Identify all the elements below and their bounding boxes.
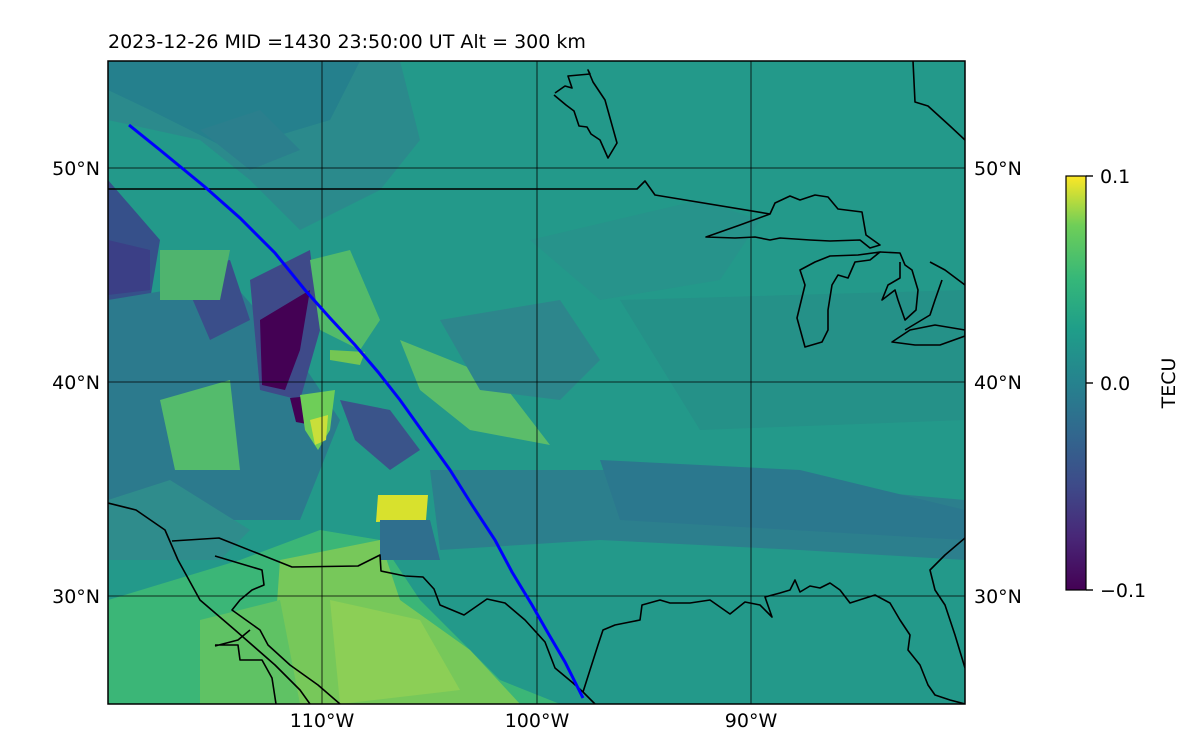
map-gridlines [108, 61, 965, 704]
lake-huron [879, 251, 919, 321]
lat-label-50-right: 50°N [974, 158, 1022, 180]
colorbar-gradient [1065, 175, 1087, 591]
colorbar-tick-min: −0.1 [1100, 580, 1146, 602]
lon-label-90w: 90°W [725, 710, 778, 732]
labrador-coast [912, 61, 965, 141]
lat-label-30-left: 30°N [52, 586, 100, 608]
coastlines-and-borders [108, 61, 965, 704]
us-mexico-border [171, 537, 584, 693]
colorbar-tick-max: 0.1 [1100, 166, 1130, 188]
map-title: 2023-12-26 MID =1430 23:50:00 UT Alt = 3… [108, 31, 586, 53]
yucatan-coast [582, 691, 596, 704]
lake-erie-ontario [891, 261, 965, 346]
colorbar: 0.1 0.0 −0.1 TECU [1065, 166, 1180, 602]
lake-michigan [796, 251, 881, 348]
lat-labels-right: 50°N 40°N 30°N [974, 158, 1022, 608]
florida-atlantic-coast [929, 537, 965, 669]
lon-label-110w: 110°W [290, 710, 355, 732]
hudson-bay-coast [553, 69, 618, 159]
gulf-coast [582, 579, 965, 704]
baja-california-coast [108, 502, 311, 704]
lat-label-40-left: 40°N [52, 372, 100, 394]
colorbar-tick-zero: 0.0 [1100, 373, 1130, 395]
lon-label-100w: 100°W [505, 710, 570, 732]
lat-label-30-right: 30°N [974, 586, 1022, 608]
lat-label-40-right: 40°N [974, 372, 1022, 394]
gulf-of-california [214, 629, 277, 704]
lat-labels-left: 50°N 40°N 30°N [52, 158, 100, 608]
mexico-pacific-coast [214, 555, 341, 704]
map-frame [107, 60, 966, 705]
lake-superior [705, 194, 881, 249]
lon-labels: 110°W 100°W 90°W [290, 710, 778, 732]
colorbar-label: TECU [1158, 358, 1180, 410]
lat-label-50-left: 50°N [52, 158, 100, 180]
tec-map [108, 61, 965, 704]
satellite-track [128, 123, 585, 699]
us-canada-border [108, 180, 771, 215]
